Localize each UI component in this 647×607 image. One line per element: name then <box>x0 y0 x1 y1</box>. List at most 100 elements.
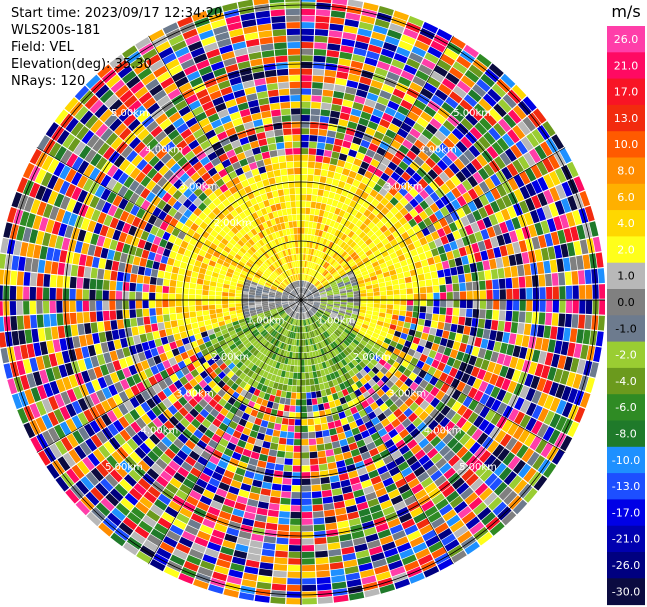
ray-gate <box>414 449 426 460</box>
ray-gate <box>451 401 462 413</box>
ray-gate <box>432 424 444 435</box>
ray-gate <box>309 269 313 276</box>
ray-gate <box>376 443 387 453</box>
ray-gate <box>335 426 344 434</box>
ray-gate <box>302 306 305 313</box>
ray-gate <box>302 267 305 274</box>
ray-gate <box>353 296 361 300</box>
ray-gate <box>554 340 563 354</box>
ray-gate <box>499 365 509 378</box>
ray-gate <box>479 290 487 300</box>
ray-gate <box>379 346 387 354</box>
ray-gate <box>324 272 331 278</box>
ray-gate <box>407 412 418 423</box>
ray-gate <box>186 472 199 484</box>
ray-gate <box>344 197 352 206</box>
ray-gate <box>324 322 331 328</box>
ray-gate <box>63 276 71 288</box>
ray-gate <box>449 495 464 509</box>
ray-gate <box>333 221 340 229</box>
ray-gate <box>400 122 412 133</box>
ray-gate <box>319 470 329 478</box>
ray-gate <box>329 157 339 166</box>
ray-gate <box>521 448 535 463</box>
ray-gate <box>387 300 394 305</box>
ray-gate <box>361 479 373 489</box>
ray-gate <box>351 264 358 270</box>
ray-gate <box>344 281 351 286</box>
ray-gate <box>441 102 455 114</box>
ray-gate <box>196 310 203 317</box>
ray-gate <box>352 308 360 313</box>
ray-gate <box>289 538 301 545</box>
ray-gate <box>354 257 362 264</box>
ray-gate <box>327 462 337 470</box>
ray-gate <box>320 109 331 117</box>
ray-gate <box>313 175 321 183</box>
ray-gate <box>375 487 388 498</box>
ray-gate <box>452 230 462 240</box>
ray-gate <box>567 195 578 211</box>
ray-gate <box>322 496 334 504</box>
ray-gate <box>455 238 465 249</box>
ray-gate <box>332 413 340 421</box>
ray-gate <box>358 360 367 369</box>
ray-gate <box>555 184 567 200</box>
ray-gate <box>396 46 411 58</box>
ray-gate <box>419 306 427 313</box>
ray-gate <box>437 345 446 354</box>
ray-gate <box>388 466 401 477</box>
ray-gate <box>389 324 397 331</box>
ray-gate <box>301 167 308 175</box>
ray-gate <box>354 95 366 105</box>
ray-gate <box>430 435 442 447</box>
ray-gate <box>107 249 116 261</box>
ray-gate <box>256 411 265 420</box>
ray-gate <box>372 283 379 289</box>
ray-gate <box>352 412 361 421</box>
ray-gate <box>576 329 584 344</box>
ray-gate <box>519 200 530 214</box>
ray-gate <box>463 44 479 58</box>
ray-gate <box>339 271 347 277</box>
ray-gate <box>319 115 330 124</box>
ray-gate <box>427 334 435 343</box>
ray-gate <box>306 292 312 297</box>
ray-gate <box>310 115 320 122</box>
ray-gate <box>370 552 385 562</box>
ray-gate <box>353 47 367 57</box>
ray-gate <box>490 351 499 363</box>
ray-gate <box>388 187 398 197</box>
ray-gate <box>423 82 438 94</box>
ray-gate <box>304 227 309 235</box>
ray-gate <box>301 61 313 69</box>
ray-gate <box>419 523 434 536</box>
ray-gate <box>391 59 405 70</box>
ray-gate <box>358 424 367 433</box>
ray-gate <box>303 306 306 313</box>
ray-gate <box>310 235 315 242</box>
ray-gate <box>307 275 311 282</box>
ray-gate <box>319 176 327 184</box>
ray-gate <box>228 485 240 495</box>
ray-gate <box>351 281 358 287</box>
ray-gate <box>69 276 77 289</box>
ray-gate <box>532 108 547 124</box>
ray-gate <box>0 269 5 285</box>
ray-gate <box>400 259 408 267</box>
ray-gate <box>437 269 445 278</box>
ray-gate <box>319 122 329 130</box>
ray-gate <box>301 174 308 181</box>
ray-gate <box>338 153 348 162</box>
ray-gate <box>530 375 541 390</box>
ray-gate <box>136 274 144 284</box>
ray-gate <box>585 300 593 315</box>
ray-gate <box>538 351 547 365</box>
ray-gate <box>425 535 440 548</box>
ray-gate <box>410 105 423 117</box>
ray-gate <box>250 409 259 418</box>
ray-gate <box>302 306 305 313</box>
ray-gate <box>446 307 453 316</box>
ray-gate <box>371 315 379 321</box>
ray-gate <box>441 533 456 546</box>
